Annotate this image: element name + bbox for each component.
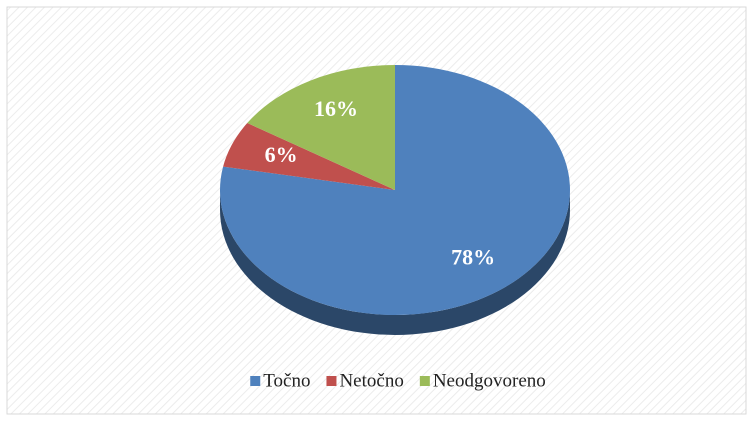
legend: Točno Netočno Neodgovoreno	[250, 370, 546, 391]
pie: 78% 6% 16%	[219, 65, 570, 335]
slice	[219, 65, 570, 315]
legend-label: Netočno	[339, 370, 403, 391]
data-label: 6%	[265, 142, 298, 167]
slice	[247, 65, 395, 190]
legend-swatch	[419, 376, 430, 386]
slice-side	[220, 190, 570, 335]
slice	[223, 123, 395, 190]
legend-label: Točno	[263, 370, 310, 391]
data-label: 16%	[314, 96, 358, 121]
legend-swatch	[326, 376, 337, 386]
legend-swatch	[250, 376, 261, 386]
legend-label: Neodgovoreno	[433, 370, 546, 391]
data-label: 78%	[451, 244, 495, 269]
